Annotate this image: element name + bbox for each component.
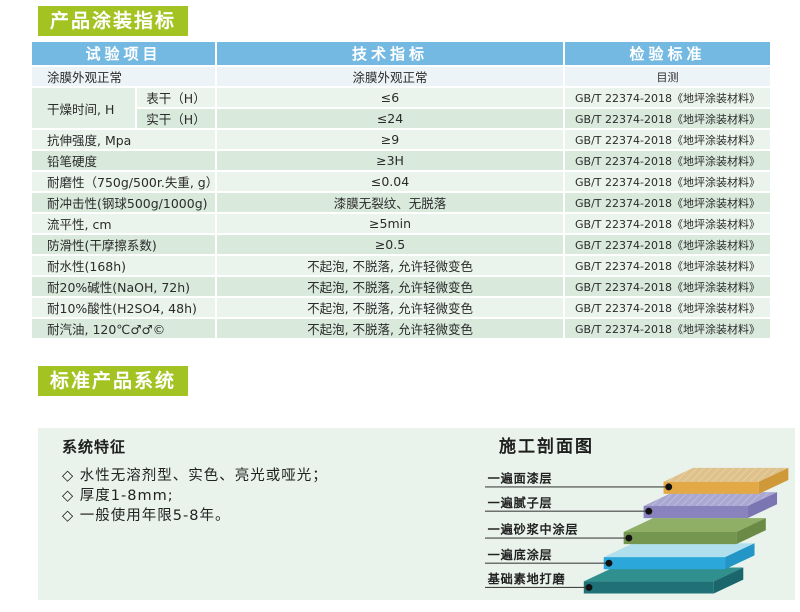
layer-base-grinding	[583, 567, 744, 594]
layer-primer	[603, 543, 755, 570]
table-row: 耐20%碱性(NaOH, 72h) 不起泡, 不脱落, 允许轻微变色 GB/T …	[29, 275, 773, 298]
standard-cell: GB/T 22374-2018《地坪涂装材料》	[563, 296, 773, 319]
layer-label: 一遍底涂层	[488, 547, 553, 562]
features-list: ◇ 水性无溶剂型、实色、亮光或哑光； ◇ 厚度1-8mm; ◇ 一般使用年限5-…	[62, 466, 328, 526]
table-row: 流平性, cm ≥5min GB/T 22374-2018《地坪涂装材料》	[29, 212, 773, 235]
construction-section-diagram: 施工剖面图	[485, 432, 800, 598]
indicator-cell: ≤0.04	[215, 170, 566, 193]
leader-dot	[605, 559, 613, 567]
test-item-cell: 耐磨性（750g/500r.失重, g）	[29, 170, 218, 193]
test-item-cell: 耐20%碱性(NaOH, 72h)	[29, 275, 218, 298]
indicator-cell: 涂膜外观正常	[215, 65, 566, 88]
indicator-cell: 不起泡, 不脱落, 允许轻微变色	[215, 254, 566, 277]
test-item-cell: 耐冲击性(钢球500g/1000g)	[29, 191, 218, 214]
sub-item-cell: 实干（H）	[134, 107, 218, 130]
table-row: 耐磨性（750g/500r.失重, g） ≤0.04 GB/T 22374-20…	[29, 170, 773, 193]
table-row: 防滑性(干摩擦系数) ≥0.5 GB/T 22374-2018《地坪涂装材料》	[29, 233, 773, 256]
list-item: ◇ 一般使用年限5-8年。	[62, 508, 231, 524]
test-item-cell: 耐10%酸性(H2SO4, 48h)	[29, 296, 218, 319]
standard-cell: GB/T 22374-2018《地坪涂装材料》	[563, 191, 773, 214]
indicator-cell: ≤6	[215, 86, 566, 109]
section-title-system: 标准产品系统	[38, 366, 189, 396]
indicator-cell: 不起泡, 不脱落, 允许轻微变色	[215, 317, 566, 340]
test-item-cell: 耐水性(168h)	[29, 254, 218, 277]
test-item-cell: 干燥时间, H	[30, 86, 137, 130]
test-item-cell: 防滑性(干摩擦系数)	[29, 233, 218, 256]
test-item-cell: 流平性, cm	[29, 212, 218, 235]
leader-lines	[485, 486, 669, 588]
table-header-row: 试验项目 技术指标 检验标准	[29, 40, 773, 67]
table-row: 耐冲击性(钢球500g/1000g) 漆膜无裂纹、无脱落 GB/T 22374-…	[29, 191, 773, 214]
layer-stack-drawing: 一遍面漆层 一遍腻子层 一遍砂浆中涂层 一遍底涂层 基础素地打磨	[485, 467, 789, 594]
spec-table: 试验项目 技术指标 检验标准 涂膜外观正常 涂膜外观正常 目测 干燥时间, H …	[29, 40, 773, 340]
standard-cell: GB/T 22374-2018《地坪涂装材料》	[563, 170, 773, 193]
table-row: 实干（H） ≤24 GB/T 22374-2018《地坪涂装材料》	[31, 107, 773, 130]
test-item-cell: 抗伸强度, Mpa	[29, 128, 218, 151]
table-row: 铅笔硬度 ≥3H GB/T 22374-2018《地坪涂装材料》	[29, 149, 773, 172]
indicator-cell: ≥0.5	[215, 233, 566, 256]
system-features: 系统特征 ◇ 水性无溶剂型、实色、亮光或哑光； ◇ 厚度1-8mm; ◇ 一般使…	[62, 436, 328, 526]
indicator-cell: 漆膜无裂纹、无脱落	[215, 191, 566, 214]
col-header-inspection-standard: 检验标准	[563, 40, 773, 67]
col-header-tech-indicator: 技术指标	[215, 40, 566, 67]
table-row: 耐水性(168h) 不起泡, 不脱落, 允许轻微变色 GB/T 22374-20…	[29, 254, 773, 277]
system-panel: 系统特征 ◇ 水性无溶剂型、实色、亮光或哑光； ◇ 厚度1-8mm; ◇ 一般使…	[38, 428, 795, 600]
leader-dot	[645, 507, 653, 515]
list-item: ◇ 厚度1-8mm;	[62, 488, 174, 504]
layer-topcoat	[663, 467, 789, 494]
leader-dots	[585, 483, 673, 591]
leader-dot	[585, 583, 593, 591]
test-item-cell: 铅笔硬度	[29, 149, 218, 172]
indicator-cell: 不起泡, 不脱落, 允许轻微变色	[215, 296, 566, 319]
indicator-cell: ≥5min	[215, 212, 566, 235]
table-row: 耐汽油, 120℃♂♂© 不起泡, 不脱落, 允许轻微变色 GB/T 22374…	[29, 317, 773, 340]
standard-cell: GB/T 22374-2018《地坪涂装材料》	[563, 212, 773, 235]
test-item-cell: 涂膜外观正常	[29, 65, 218, 88]
layer-label: 一遍砂浆中涂层	[488, 522, 579, 537]
layer-putty	[643, 492, 778, 519]
col-header-test-item: 试验项目	[29, 40, 218, 67]
table-row: 涂膜外观正常 涂膜外观正常 目测	[29, 65, 773, 88]
features-heading: 系统特征	[62, 438, 127, 456]
section-title-coating: 产品涂装指标	[38, 6, 189, 36]
indicator-cell: ≤24	[215, 107, 566, 130]
layer-label: 基础素地打磨	[487, 571, 566, 586]
table-row: 干燥时间, H 表干（H） ≤6 GB/T 22374-2018《地坪涂装材料》	[30, 86, 773, 130]
standard-cell: GB/T 22374-2018《地坪涂装材料》	[563, 254, 773, 277]
indicator-cell: ≥3H	[215, 149, 566, 172]
standard-cell: GB/T 22374-2018《地坪涂装材料》	[563, 317, 773, 340]
standard-cell: GB/T 22374-2018《地坪涂装材料》	[563, 107, 773, 130]
leader-dot	[625, 534, 633, 542]
indicator-cell: ≥9	[215, 128, 566, 151]
table-row: 抗伸强度, Mpa ≥9 GB/T 22374-2018《地坪涂装材料》	[29, 128, 773, 151]
leader-dot	[665, 483, 673, 491]
table-row: 耐10%酸性(H2SO4, 48h) 不起泡, 不脱落, 允许轻微变色 GB/T…	[29, 296, 773, 319]
list-item: ◇ 水性无溶剂型、实色、亮光或哑光；	[62, 468, 328, 484]
layer-label: 一遍腻子层	[488, 495, 553, 510]
standard-cell: GB/T 22374-2018《地坪涂装材料》	[563, 128, 773, 151]
sub-item-cell: 表干（H）	[134, 86, 218, 109]
standard-cell: 目测	[563, 65, 773, 88]
diagram-title: 施工剖面图	[499, 437, 594, 457]
layer-mortar-midcoat	[623, 518, 766, 545]
layer-label: 一遍面漆层	[488, 471, 553, 486]
test-item-cell: 耐汽油, 120℃♂♂©	[29, 317, 218, 340]
standard-cell: GB/T 22374-2018《地坪涂装材料》	[563, 233, 773, 256]
standard-cell: GB/T 22374-2018《地坪涂装材料》	[563, 86, 773, 109]
standard-cell: GB/T 22374-2018《地坪涂装材料》	[563, 275, 773, 298]
standard-cell: GB/T 22374-2018《地坪涂装材料》	[563, 149, 773, 172]
layer-labels: 一遍面漆层 一遍腻子层 一遍砂浆中涂层 一遍底涂层 基础素地打磨	[487, 471, 579, 587]
indicator-cell: 不起泡, 不脱落, 允许轻微变色	[215, 275, 566, 298]
